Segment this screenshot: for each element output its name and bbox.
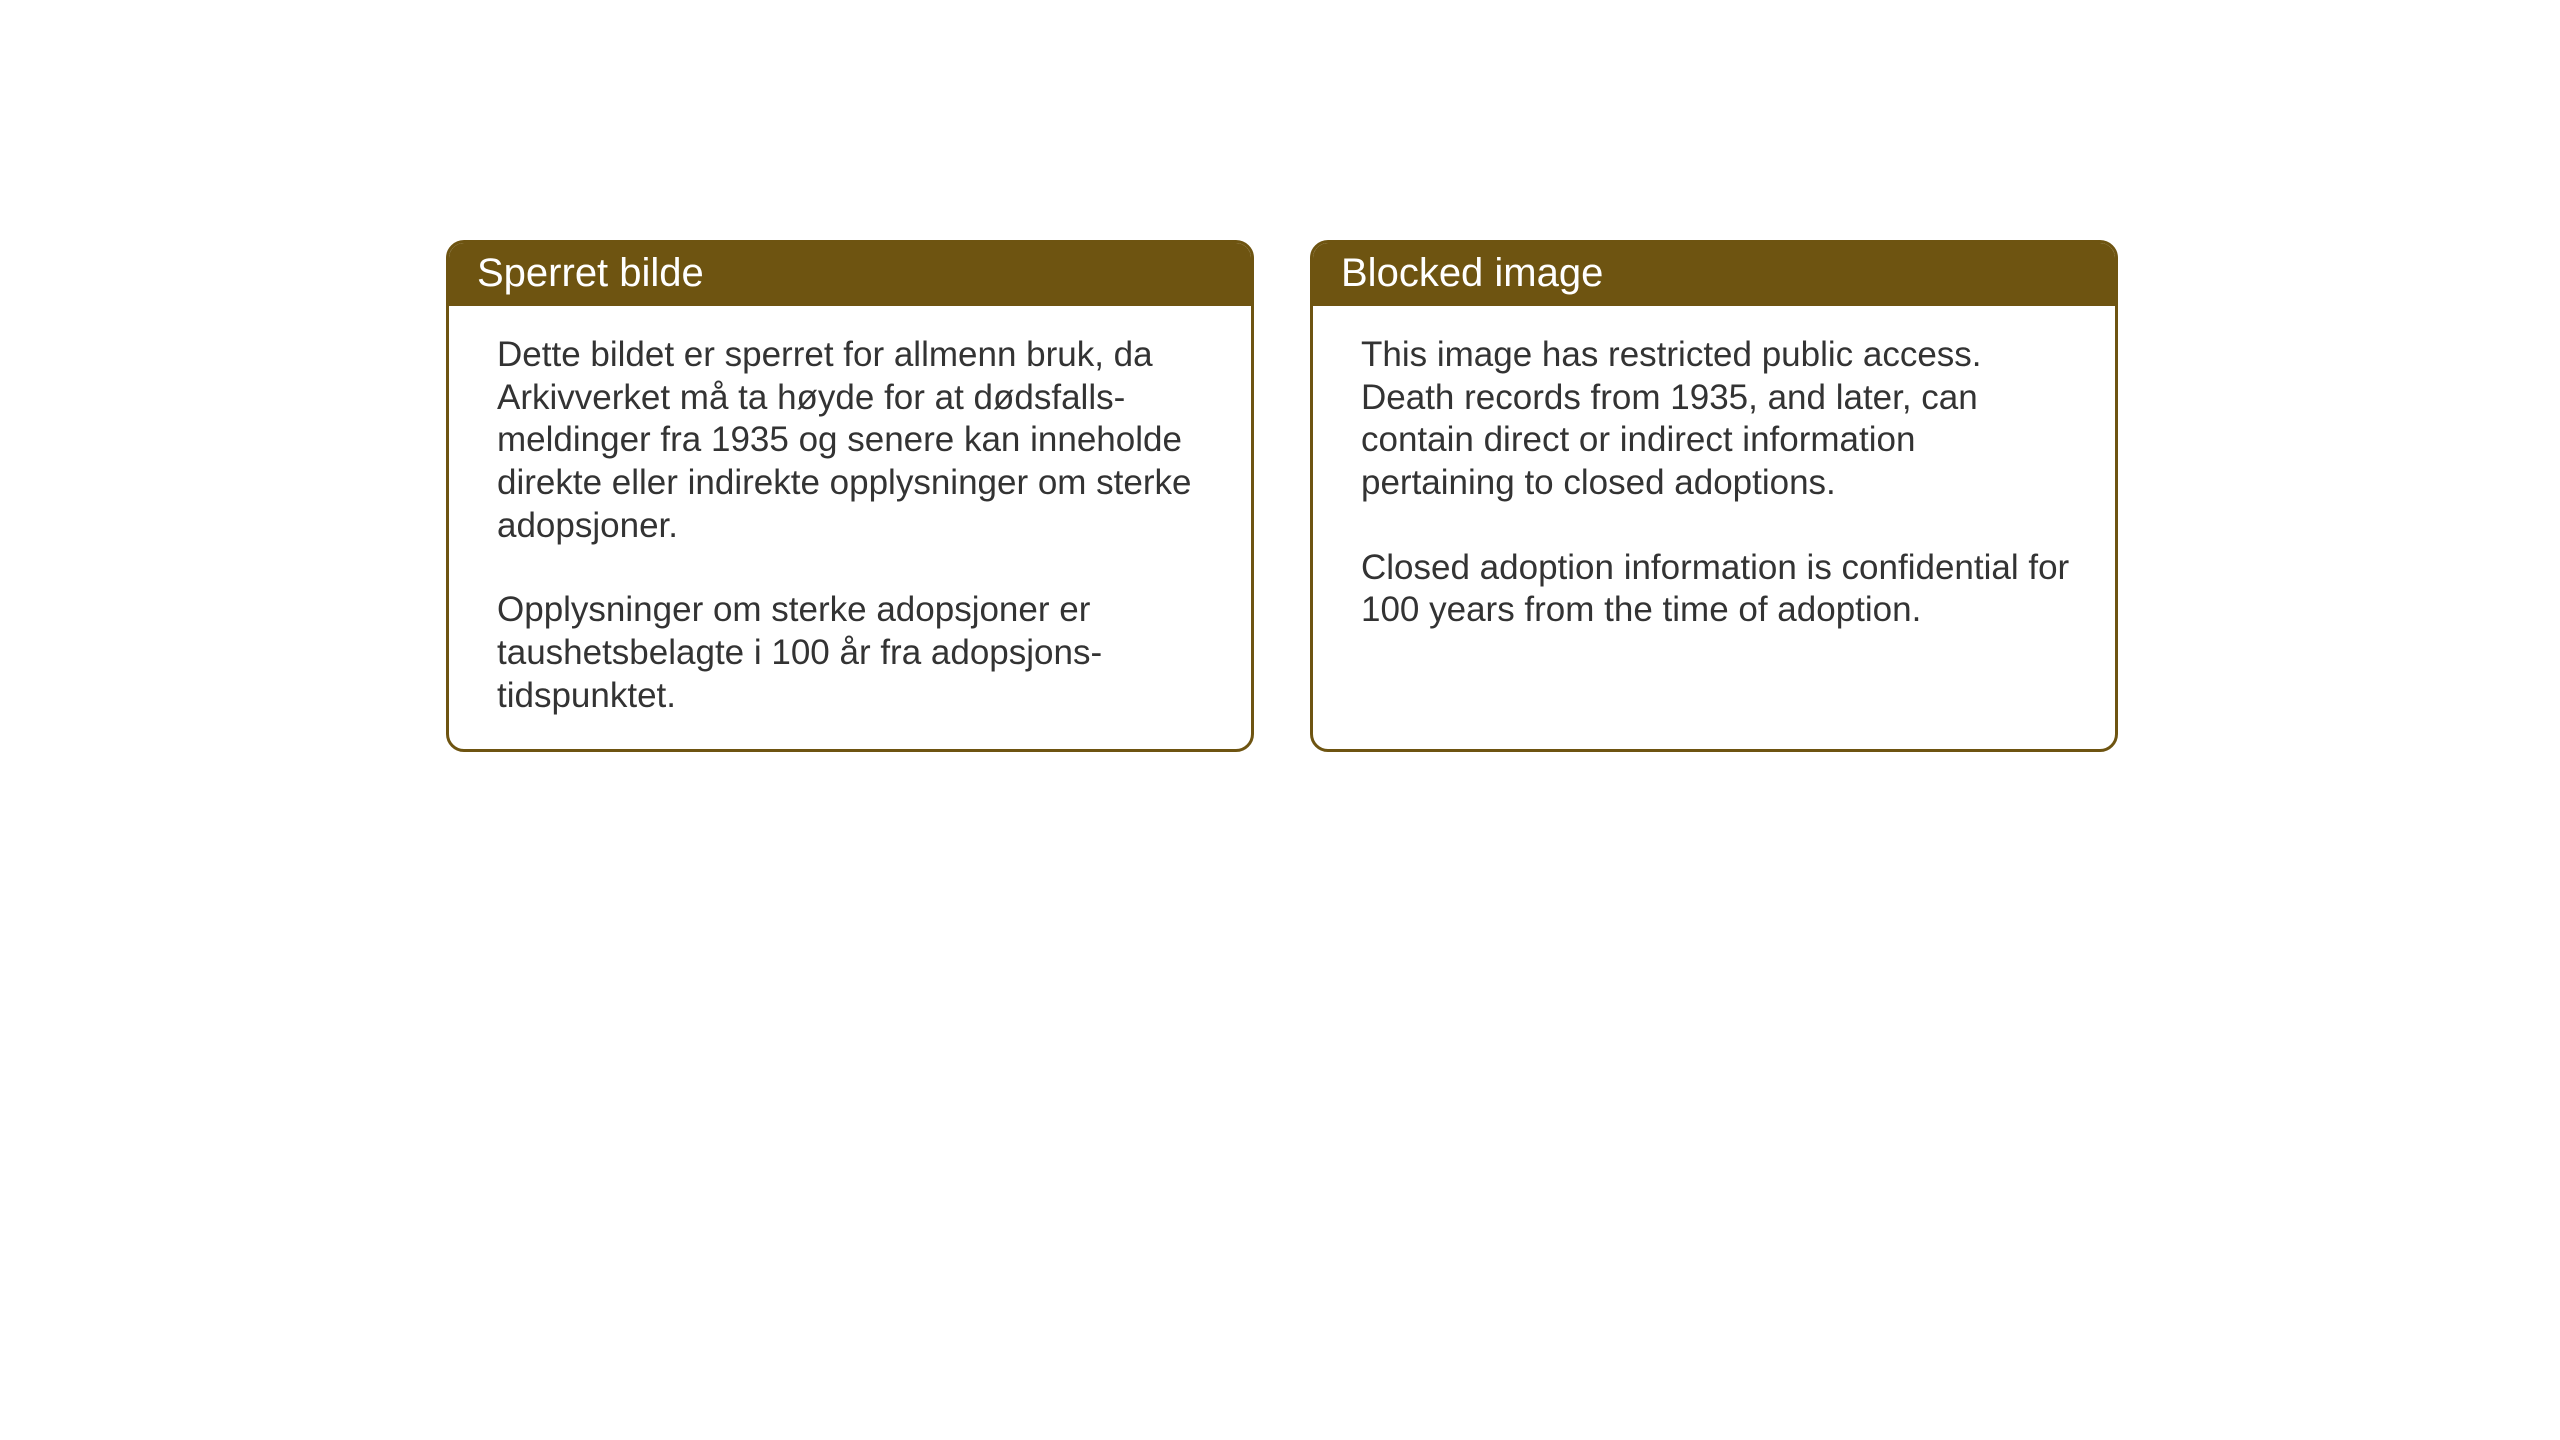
norwegian-paragraph-2: Opplysninger om sterke adopsjoner er tau… [497, 589, 1211, 717]
english-card-title: Blocked image [1313, 243, 2115, 306]
norwegian-notice-card: Sperret bilde Dette bildet er sperret fo… [446, 240, 1254, 752]
norwegian-paragraph-1: Dette bildet er sperret for allmenn bruk… [497, 334, 1211, 547]
english-paragraph-1: This image has restricted public access.… [1361, 334, 2075, 505]
norwegian-card-body: Dette bildet er sperret for allmenn bruk… [449, 306, 1251, 752]
english-notice-card: Blocked image This image has restricted … [1310, 240, 2118, 752]
norwegian-card-title: Sperret bilde [449, 243, 1251, 306]
english-paragraph-2: Closed adoption information is confident… [1361, 547, 2075, 632]
english-card-body: This image has restricted public access.… [1313, 306, 2115, 672]
notice-container: Sperret bilde Dette bildet er sperret fo… [446, 240, 2118, 752]
